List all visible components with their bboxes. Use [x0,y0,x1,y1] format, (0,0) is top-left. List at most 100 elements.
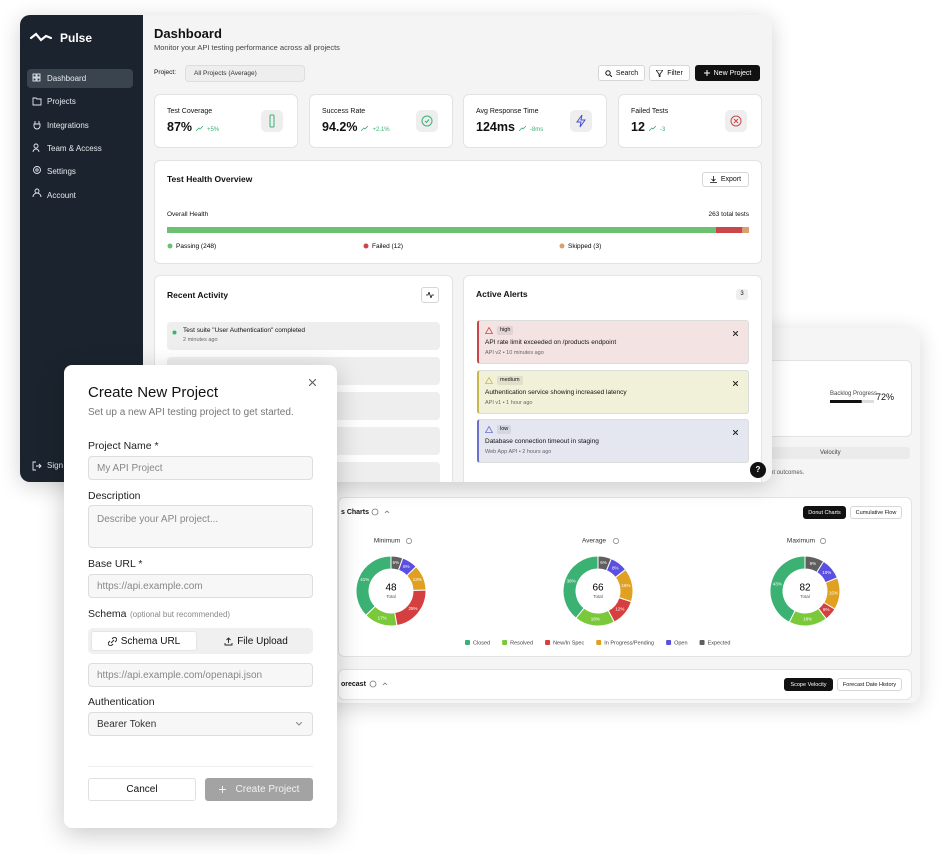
segment-label: 17% [378,615,387,620]
note: nt outcomes. [770,470,805,476]
icon [656,69,664,77]
stat-card: Success Rate 94.2% +2.1% [309,94,453,148]
health-segment [167,227,716,233]
nav-item[interactable]: Settings [47,167,76,176]
stat-icon [725,110,747,132]
alert-meta: Web App API • 2 hours ago [485,449,552,455]
icon [107,636,117,646]
dismiss-button[interactable] [733,430,738,435]
nav-item[interactable]: Team & Access [47,144,102,153]
overall-label: Overall Health [167,211,209,218]
legend-label: Expected [708,640,731,646]
icon-shape [33,166,41,174]
url-input[interactable]: https://api.example.com [88,574,313,598]
field-label: Schema [88,608,127,620]
schema-input[interactable]: https://api.example.com/openapi.json [88,663,313,687]
label: Export [720,176,742,183]
donut-tab[interactable]: Donut Charts [803,506,846,519]
project-select-text: All Projects (Average) [194,70,257,77]
icon [426,292,434,298]
segment-label: 6% [823,607,830,612]
help-button[interactable]: ? [750,462,766,478]
donut-title: Minimum [374,538,400,545]
stat-value: 124ms [476,120,515,134]
dismiss-button[interactable] [733,381,738,386]
label: Schema URL [120,635,181,647]
description-input[interactable]: Describe your API project... [88,505,313,548]
stat-delta: +5% [207,127,220,133]
cancel-button[interactable]: Cancel [88,778,196,801]
filter-button[interactable]: Filter [649,65,690,81]
icon-shape [733,331,738,336]
donut-total-label: Total [800,594,810,599]
donut-segment [804,555,825,574]
dismiss-button[interactable] [733,331,738,336]
file-upload-tab[interactable]: File Upload [203,631,309,651]
project-label: Project: [154,69,177,76]
alert-icon [485,327,493,334]
velocity-tab: Velocity [820,450,841,456]
health-segment [715,227,743,233]
stat-icon [570,110,592,132]
forecast-tab[interactable]: Forecast Date History [837,678,902,691]
icons [371,508,390,516]
nav-item[interactable]: Integrations [47,121,89,130]
auth-select[interactable]: Bearer Token [88,712,313,736]
segment-label: 18% [591,617,600,622]
brand: Pulse [60,31,93,45]
label: Search [615,69,639,77]
alert-text: Database connection timeout in staging [485,438,599,445]
legend-label: In Progress/Pending [604,640,654,646]
legend-label: Skipped (3) [568,243,601,250]
nav-item[interactable]: Projects [47,97,76,106]
segment-label: 13% [413,577,422,582]
backlog-fill [830,400,862,403]
scope-tab[interactable]: Scope Velocity [784,678,833,691]
signout[interactable]: Sign [47,461,64,470]
segment-label: 25% [409,606,418,611]
icon-shape [32,97,42,106]
stat-delta: +2.1% [372,127,390,133]
name-input[interactable]: My API Project [88,456,313,480]
schema-url-tab[interactable]: Schema URL [91,631,197,651]
icon-shape [296,722,302,726]
icon [224,636,233,645]
search-button[interactable]: Search [598,65,645,81]
donut-total: 82 [799,583,811,594]
icon-shape [29,32,53,42]
stat-delta: -8ms [529,127,544,133]
icon-shape [32,77,37,82]
segment-label: 18% [803,617,812,622]
close-button[interactable] [309,379,316,386]
alert-icon [485,426,493,433]
icon-shape [32,461,42,471]
segment-label: 6% [600,560,607,565]
field-label: Project Name * [88,440,159,452]
nav-item[interactable]: Account [47,191,76,200]
alerts-count: 3 [736,289,748,300]
icon-shape [33,121,41,130]
icon-shape [33,143,39,149]
icon-shape [703,70,710,76]
segment-label: 12% [615,606,624,611]
new-project-button[interactable]: New Project [695,65,760,81]
icon [605,69,612,77]
activity-button[interactable] [421,287,439,303]
icon-shape [224,636,233,645]
field-label: Authentication [88,696,155,708]
alert: medium Authentication service showing inc… [477,370,749,414]
icon-shape [485,426,493,433]
nav-item[interactable]: Dashboard [47,74,87,83]
create-button[interactable]: Create Project [205,778,313,801]
flow-tab[interactable]: Cumulative Flow [850,506,902,519]
field-label: Description [88,490,141,502]
placeholder: https://api.example.com [97,580,203,592]
donut-total: 66 [592,583,604,594]
export-button[interactable]: Export [702,172,749,187]
icon-shape [382,682,388,686]
donut-total: 48 [385,583,397,594]
project-select[interactable]: All Projects (Average) [185,65,305,82]
stat-icon [261,110,283,132]
label: Filter [667,69,683,77]
label: Create Project [235,784,300,795]
